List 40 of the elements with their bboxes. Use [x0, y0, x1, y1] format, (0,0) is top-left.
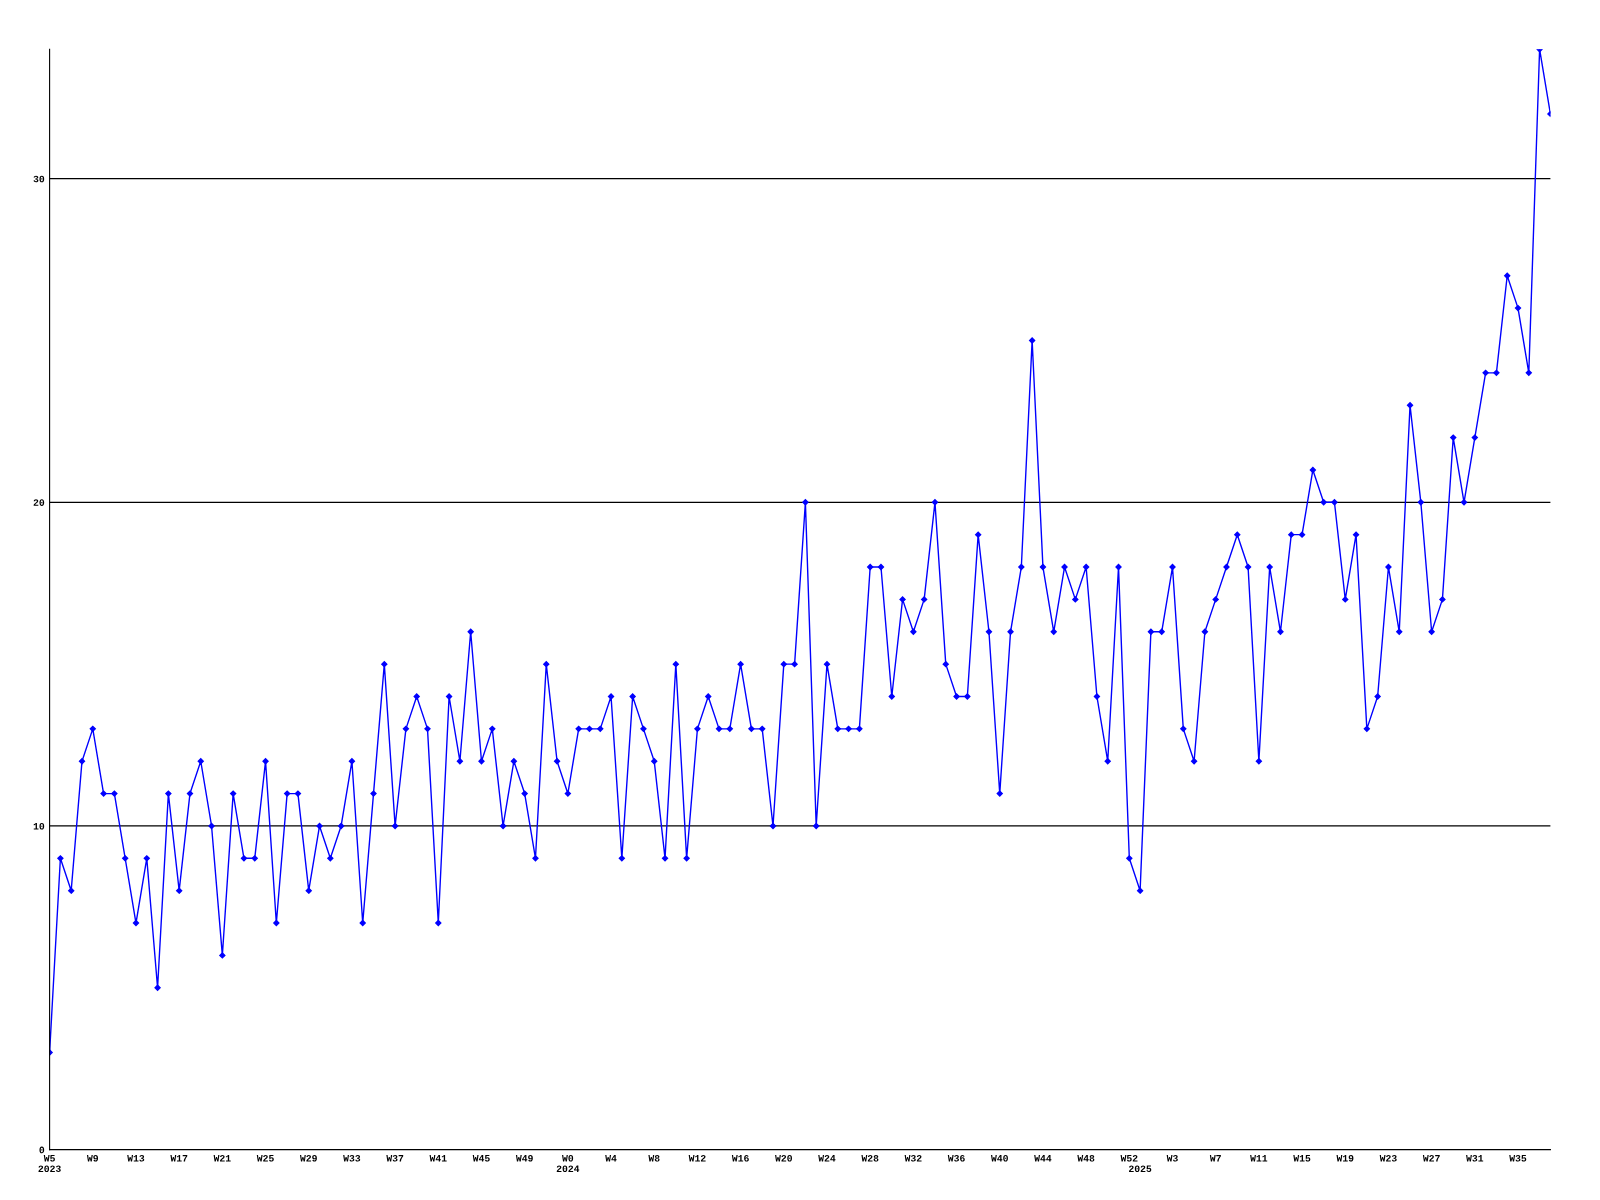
x-tick-label: W7	[1209, 1155, 1221, 1162]
x-tick-label: W41	[429, 1155, 447, 1162]
x-tick-label: W28	[861, 1155, 879, 1162]
x-tick-label: W35	[1509, 1155, 1527, 1162]
x-tick-label: W33	[343, 1155, 361, 1162]
x-tick-label: W13	[127, 1155, 145, 1162]
y-tick-label: 0	[39, 1146, 45, 1154]
x-tick-label: W0 2024	[556, 1155, 580, 1173]
x-tick-label: W44	[1034, 1155, 1052, 1162]
x-tick-label: W21	[213, 1155, 231, 1162]
x-tick-label: W19	[1336, 1155, 1354, 1162]
x-tick-label: W27	[1422, 1155, 1440, 1162]
x-tick-label: W20	[775, 1155, 792, 1162]
x-tick-label: W15	[1293, 1155, 1311, 1162]
x-tick-label: W40	[990, 1155, 1008, 1162]
x-tick-label: W9	[86, 1155, 99, 1162]
x-tick-label: W16	[731, 1155, 749, 1162]
x-tick-label: W3	[1166, 1155, 1178, 1162]
y-tick-label: 30	[33, 175, 45, 183]
x-tick-label: W17	[170, 1155, 188, 1162]
y-tick-label: 20	[33, 499, 45, 506]
x-tick-label: W24	[818, 1155, 836, 1162]
x-tick-label: W32	[904, 1155, 922, 1162]
y-tick-label: 10	[33, 822, 45, 830]
x-tick-label: W11	[1250, 1155, 1268, 1162]
x-tick-label: W25	[256, 1155, 274, 1162]
x-tick-label: W48	[1077, 1155, 1095, 1162]
x-tick-label: W4	[605, 1155, 617, 1162]
x-tick-label: W5 2023	[38, 1155, 61, 1173]
x-tick-label: W8	[648, 1155, 660, 1162]
x-tick-label: W12	[688, 1155, 706, 1162]
x-tick-label: 2025	[1129, 1165, 1152, 1173]
x-tick-label: W36	[947, 1155, 965, 1162]
x-tick-label: W23	[1379, 1155, 1397, 1162]
x-tick-label: W45	[472, 1155, 490, 1162]
x-tick-label: W37	[386, 1155, 404, 1162]
x-tick-label: W52	[1120, 1155, 1138, 1162]
x-tick-label: W31	[1466, 1155, 1484, 1162]
x-tick-label: W49	[515, 1155, 533, 1162]
x-tick-label: W29	[299, 1155, 317, 1162]
